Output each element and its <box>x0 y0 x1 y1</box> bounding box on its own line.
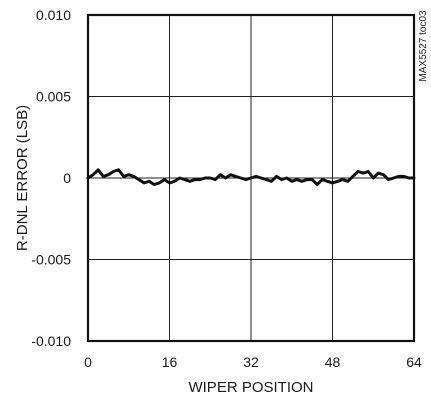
x-tick-label: 32 <box>243 354 259 370</box>
y-tick-labels: 0.010 0.005 0 -0.005 -0.010 <box>31 7 71 349</box>
x-tick-label: 0 <box>84 354 92 370</box>
y-tick-label: 0 <box>63 170 71 186</box>
y-tick-label: -0.005 <box>31 252 71 268</box>
x-tick-labels: 0 16 32 48 64 <box>84 354 422 370</box>
x-axis-title: WIPER POSITION <box>188 379 313 396</box>
x-tick-label: 64 <box>406 354 422 370</box>
x-tick-label: 16 <box>162 354 178 370</box>
y-tick-label: 0.010 <box>36 7 71 23</box>
figure-code-annotation: MAX5527 toc03 <box>418 10 429 82</box>
y-axis-title: R-DNL ERROR (LSB) <box>14 105 31 251</box>
series-line-rdnl-error <box>86 168 416 186</box>
y-tick-label: -0.010 <box>31 333 71 349</box>
y-tick-label: 0.005 <box>36 89 71 105</box>
x-tick-label: 48 <box>325 354 341 370</box>
